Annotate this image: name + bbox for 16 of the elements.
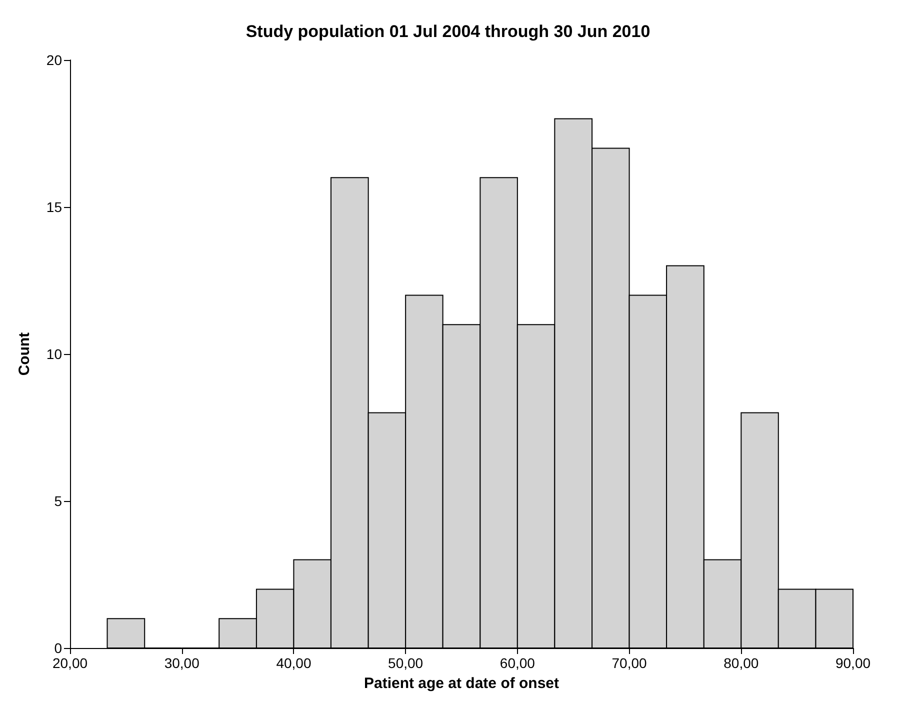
x-tick-label: 70,00 xyxy=(612,655,648,671)
y-tick-label: 15 xyxy=(46,199,62,215)
y-tick-label: 10 xyxy=(46,346,62,362)
x-tick-label: 80,00 xyxy=(724,655,759,671)
x-tick-label: 20,00 xyxy=(52,655,88,671)
chart-title: Study population 01 Jul 2004 through 30 Jun 2010 xyxy=(246,22,650,41)
x-axis-title: Patient age at date of onset xyxy=(364,675,560,692)
y-axis-title: Count xyxy=(16,332,33,376)
x-tick-label: 90,00 xyxy=(835,655,871,671)
y-tick-label: 20 xyxy=(46,52,62,68)
x-tick-label: 60,00 xyxy=(500,655,536,671)
y-tick-label: 0 xyxy=(54,640,62,656)
x-tick-label: 50,00 xyxy=(388,655,424,671)
x-tick-label: 40,00 xyxy=(276,655,312,671)
x-tick-label: 30,00 xyxy=(164,655,200,671)
y-tick-label: 5 xyxy=(54,493,62,509)
